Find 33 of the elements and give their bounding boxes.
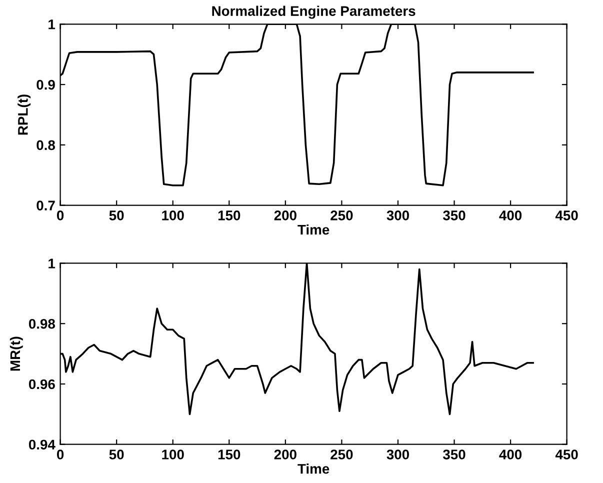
y-tick-label: 0.96 (28, 379, 55, 390)
x-tick-label: 150 (218, 450, 240, 460)
y-tick-label: 0.8 (36, 140, 56, 150)
y-tick-label: 1 (48, 20, 56, 30)
x-tick-label: 200 (274, 450, 296, 460)
x-tick-label: 300 (386, 210, 409, 220)
x-tick-label: 450 (555, 210, 578, 220)
y-tick-label: 1 (48, 258, 56, 268)
x-tick-label: 50 (109, 450, 124, 460)
x-tick-label: 100 (162, 450, 184, 460)
x-tick-label: 200 (274, 210, 296, 220)
x-tick-label: 300 (386, 450, 409, 460)
x-tick-label: 0 (56, 210, 64, 220)
x-tick-label: 50 (109, 210, 124, 220)
y-tick-label: 0.94 (28, 440, 56, 450)
x-tick-label: 100 (162, 210, 184, 220)
y-axis-title: RPL(t) (18, 94, 31, 135)
x-tick-label: 350 (442, 210, 466, 220)
y-tick-label: 0.98 (28, 318, 56, 329)
x-tick-label: 400 (499, 210, 522, 220)
x-tick-label: 150 (218, 210, 240, 220)
x-axis-title: Time (298, 464, 330, 474)
chart-title: Normalized Engine Parameters (212, 6, 416, 19)
x-tick-label: 400 (499, 450, 522, 460)
y-tick-label: 0.9 (36, 80, 55, 90)
x-tick-label: 250 (330, 450, 353, 460)
x-tick-label: 350 (442, 450, 466, 460)
x-tick-label: 250 (330, 210, 353, 220)
x-tick-label: 450 (555, 450, 578, 460)
y-tick-label: 0.7 (36, 200, 55, 210)
x-axis-title: Time (298, 224, 330, 235)
y-axis-title: MR(t) (10, 336, 23, 371)
x-tick-label: 0 (56, 450, 64, 460)
